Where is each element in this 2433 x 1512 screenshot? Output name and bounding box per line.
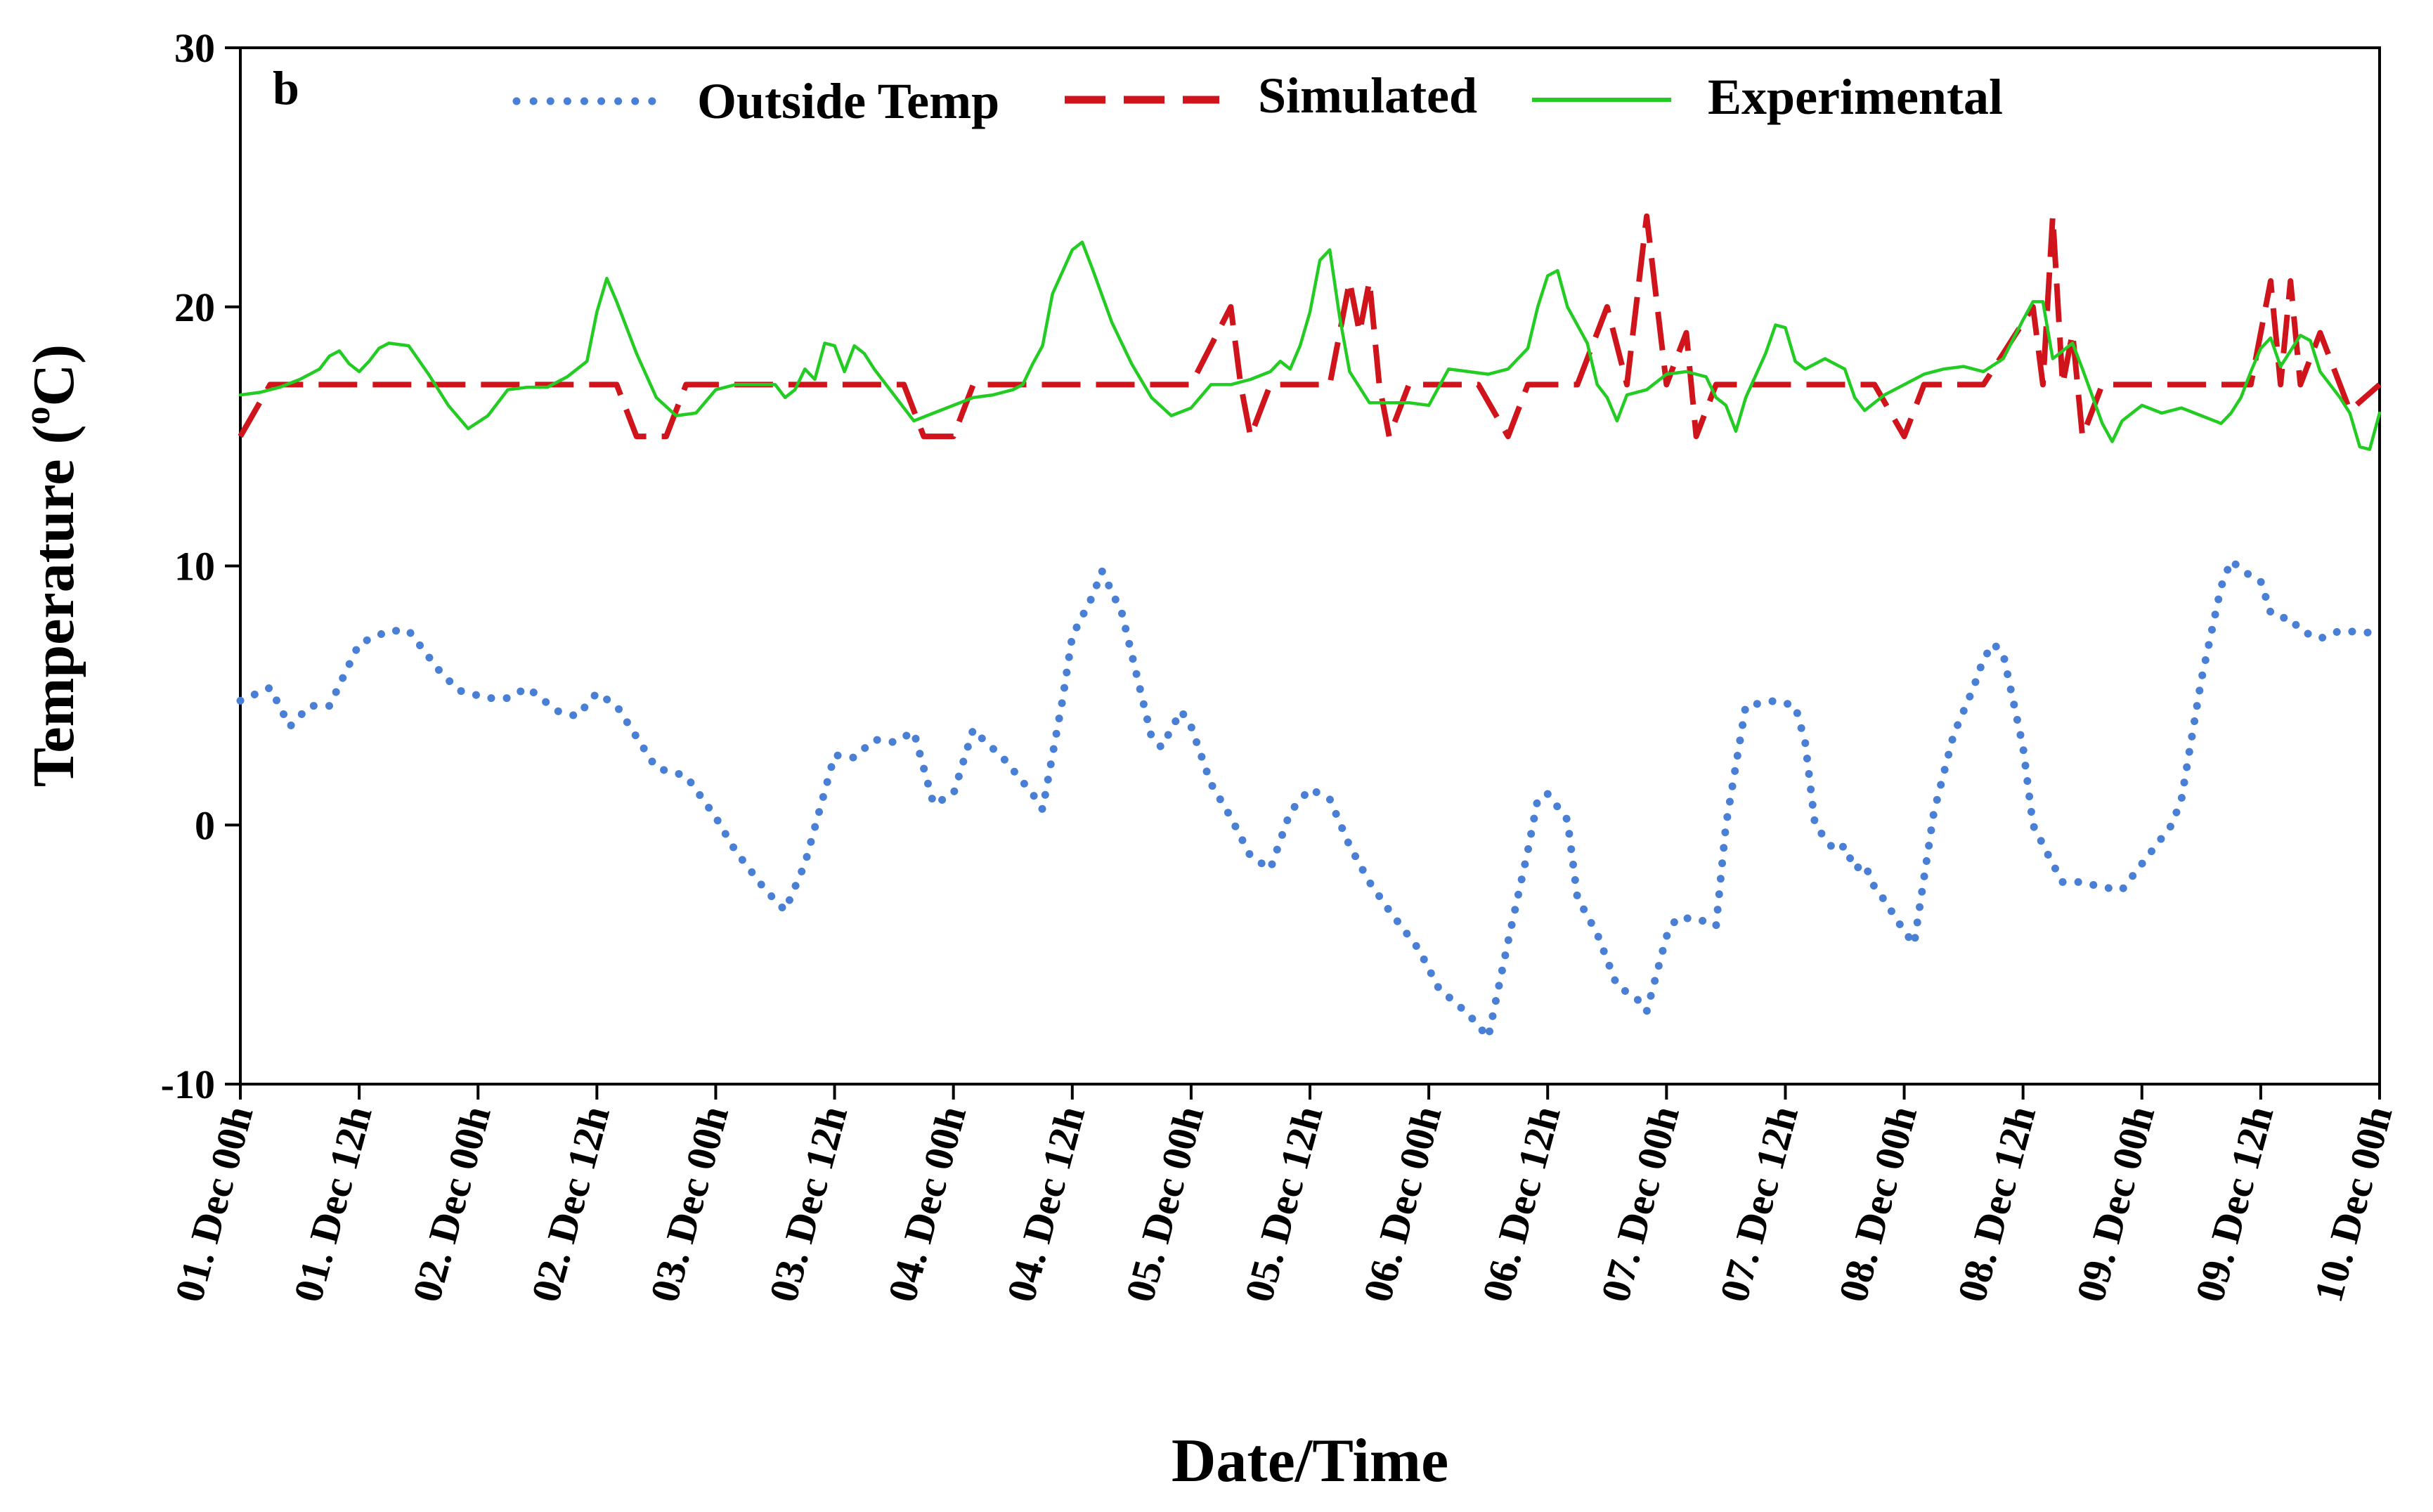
y-tick-label: 20 — [174, 285, 215, 330]
y-tick-label: 10 — [174, 544, 215, 589]
series-line-simulated — [238, 213, 2382, 440]
y-axis-title: Temperature (oC) — [18, 344, 86, 787]
legend: Outside Temp Simulated Experimental — [512, 67, 2003, 129]
y-axis-title-main: Temperature ( — [21, 425, 86, 788]
legend-label-simulated: Simulated — [1258, 67, 1477, 124]
series-line-outside-temp — [236, 556, 2384, 1042]
y-axis-title-degree: o — [18, 407, 58, 425]
y-tick-label: 0 — [195, 802, 215, 848]
y-axis-title-unit: C) — [21, 344, 86, 407]
legend-label-outside-temp: Outside Temp — [697, 73, 999, 129]
y-tick-label: -10 — [161, 1062, 215, 1107]
series-line-experimental — [238, 240, 2382, 451]
y-axis: -10 0 10 20 30 — [161, 25, 240, 1107]
y-tick-label: 30 — [174, 25, 215, 71]
panel-label: b — [273, 61, 299, 115]
series-layer — [236, 213, 2384, 1042]
x-axis-title: Date/Time — [1172, 1427, 1448, 1495]
legend-label-experimental: Experimental — [1708, 69, 2003, 125]
